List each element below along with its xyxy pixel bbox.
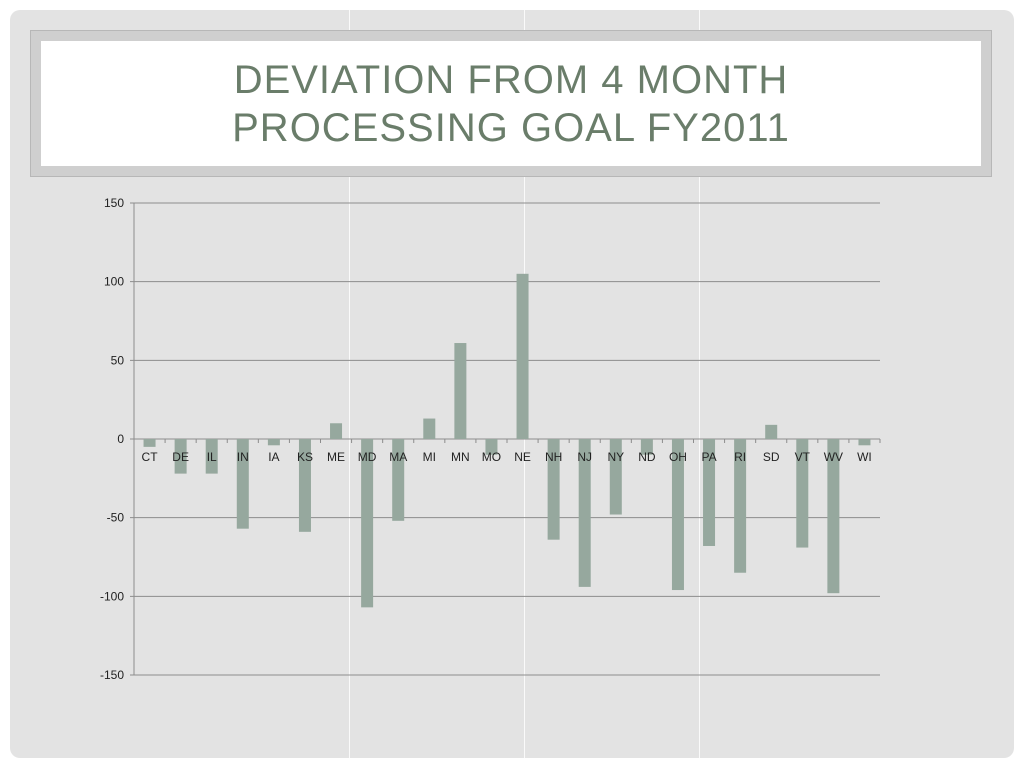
x-category-label: PA	[701, 450, 716, 464]
x-category-label: WI	[857, 450, 872, 464]
bar	[547, 439, 560, 540]
title-box: Deviation from 4 month processing goal F…	[41, 41, 981, 166]
bar	[423, 418, 436, 439]
x-category-label: IA	[268, 450, 279, 464]
x-category-label: IN	[237, 450, 249, 464]
bar	[827, 439, 840, 594]
bar	[578, 439, 591, 587]
bar	[703, 439, 716, 546]
x-category-label: OH	[669, 450, 687, 464]
bar	[454, 343, 467, 439]
bar	[205, 439, 218, 474]
y-tick-label: -100	[100, 589, 124, 603]
bar	[765, 424, 778, 439]
x-category-label: MN	[451, 450, 470, 464]
x-category-label: NE	[514, 450, 531, 464]
x-category-label: IL	[207, 450, 217, 464]
bar	[609, 439, 622, 515]
x-category-label: MI	[423, 450, 436, 464]
x-category-label: ME	[327, 450, 345, 464]
x-category-label: NY	[607, 450, 624, 464]
y-tick-label: -50	[107, 511, 125, 525]
background-divider	[349, 10, 350, 758]
x-category-label: WV	[824, 450, 843, 464]
bar	[640, 439, 653, 455]
bar	[671, 439, 684, 591]
slide-background: Deviation from 4 month processing goal F…	[10, 10, 1014, 758]
bar	[298, 439, 311, 532]
x-category-label: NH	[545, 450, 562, 464]
y-tick-label: 100	[104, 275, 124, 289]
bar	[734, 439, 747, 573]
bar	[796, 439, 809, 548]
x-category-label: KS	[297, 450, 313, 464]
x-category-label: CT	[142, 450, 159, 464]
y-tick-label: 150	[104, 196, 124, 210]
bar	[361, 439, 374, 608]
x-category-label: RI	[734, 450, 746, 464]
bar	[858, 439, 871, 446]
x-category-label: DE	[172, 450, 189, 464]
bar	[143, 439, 156, 447]
x-category-label: MA	[389, 450, 407, 464]
x-category-label: ND	[638, 450, 656, 464]
bar	[267, 439, 280, 446]
bar	[330, 423, 343, 439]
slide-title: Deviation from 4 month processing goal F…	[232, 57, 790, 150]
bar	[516, 273, 529, 439]
y-tick-label: 50	[111, 353, 125, 367]
bar	[392, 439, 405, 521]
bar	[174, 439, 187, 474]
bar	[485, 439, 498, 455]
y-tick-label: 0	[117, 432, 124, 446]
title-frame: Deviation from 4 month processing goal F…	[30, 30, 992, 177]
bar	[236, 439, 249, 529]
y-tick-label: -150	[100, 668, 124, 682]
x-category-label: MD	[358, 450, 377, 464]
x-category-label: NJ	[577, 450, 592, 464]
x-category-label: SD	[763, 450, 780, 464]
x-category-label: VT	[795, 450, 811, 464]
x-category-label: MO	[482, 450, 501, 464]
background-divider	[699, 10, 700, 758]
